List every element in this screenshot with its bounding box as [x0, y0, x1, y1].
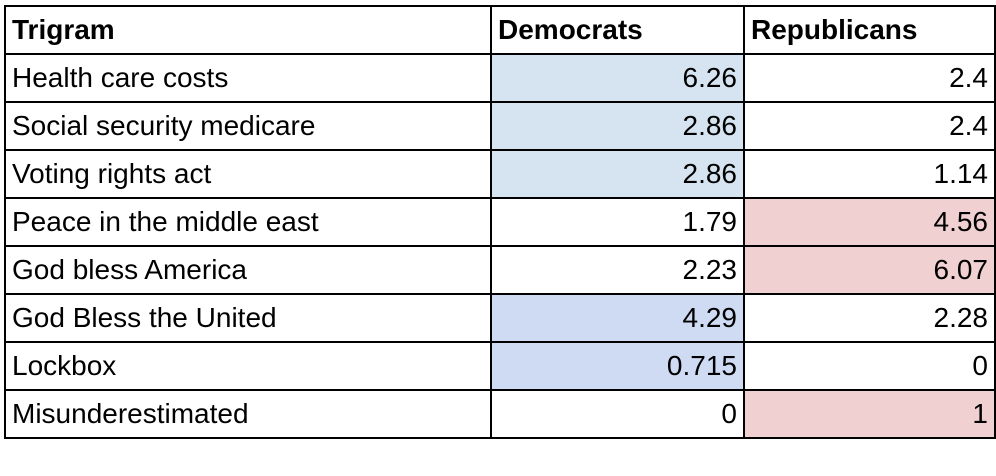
table-body: Health care costs 6.26 2.4 Social security …	[4, 53, 996, 439]
cell-democrats[interactable]: 2.86	[490, 149, 745, 199]
cell-trigram[interactable]: God Bless the United	[4, 293, 492, 343]
header-republicans[interactable]: Republicans	[743, 5, 996, 55]
header-democrats[interactable]: Democrats	[490, 5, 745, 55]
cell-republicans[interactable]: 0	[743, 341, 996, 391]
cell-democrats[interactable]: 6.26	[490, 53, 745, 103]
header-row: Trigram Democrats Republicans	[4, 5, 996, 55]
table-row: Social security medicare 2.86 2.4	[4, 101, 996, 151]
cell-republicans[interactable]: 4.56	[743, 197, 996, 247]
table-row: God bless America 2.23 6.07	[4, 245, 996, 295]
cell-trigram[interactable]: God bless America	[4, 245, 492, 295]
cell-democrats[interactable]: 2.86	[490, 101, 745, 151]
cell-republicans[interactable]: 2.4	[743, 101, 996, 151]
cell-republicans[interactable]: 1	[743, 389, 996, 439]
table-row: Lockbox 0.715 0	[4, 341, 996, 391]
header-trigram[interactable]: Trigram	[4, 5, 492, 55]
cell-trigram[interactable]: Social security medicare	[4, 101, 492, 151]
trigram-table-container: Trigram Democrats Republicans Health car…	[4, 5, 996, 439]
table-row: Health care costs 6.26 2.4	[4, 53, 996, 103]
cell-trigram[interactable]: Health care costs	[4, 53, 492, 103]
table-row: Peace in the middle east 1.79 4.56	[4, 197, 996, 247]
table-row: Voting rights act 2.86 1.14	[4, 149, 996, 199]
cell-democrats[interactable]: 0.715	[490, 341, 745, 391]
cell-republicans[interactable]: 6.07	[743, 245, 996, 295]
cell-trigram[interactable]: Lockbox	[4, 341, 492, 391]
table-row: God Bless the United 4.29 2.28	[4, 293, 996, 343]
cell-trigram[interactable]: Misunderestimated	[4, 389, 492, 439]
table-row: Misunderestimated 0 1	[4, 389, 996, 439]
cell-trigram[interactable]: Peace in the middle east	[4, 197, 492, 247]
cell-trigram[interactable]: Voting rights act	[4, 149, 492, 199]
cell-democrats[interactable]: 2.23	[490, 245, 745, 295]
cell-democrats[interactable]: 1.79	[490, 197, 745, 247]
cell-democrats[interactable]: 0	[490, 389, 745, 439]
cell-republicans[interactable]: 2.28	[743, 293, 996, 343]
cell-republicans[interactable]: 1.14	[743, 149, 996, 199]
cell-democrats[interactable]: 4.29	[490, 293, 745, 343]
trigram-table: Trigram Democrats Republicans Health car…	[4, 5, 996, 439]
cell-republicans[interactable]: 2.4	[743, 53, 996, 103]
